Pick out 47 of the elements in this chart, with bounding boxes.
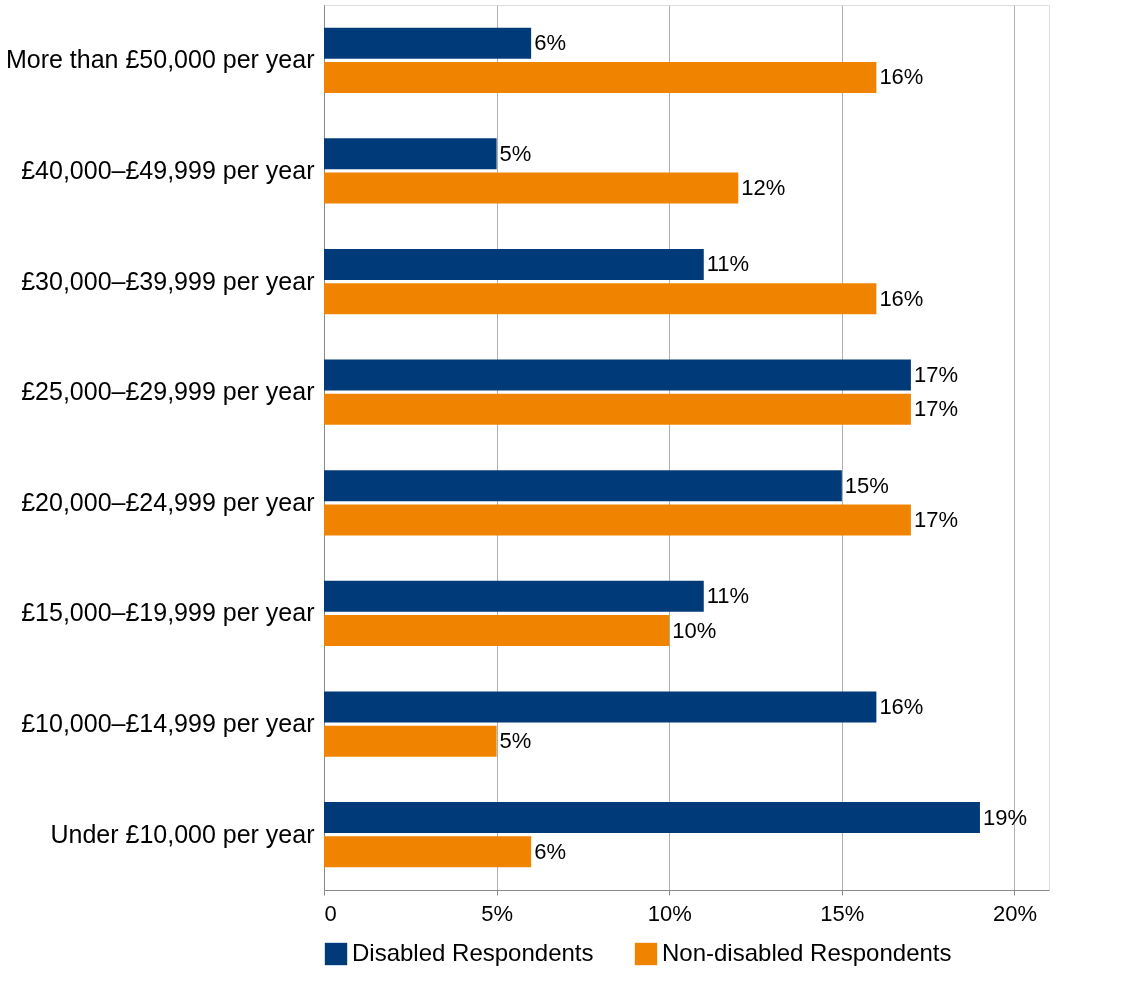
data-label: 11% [706,583,750,609]
y-tick-label: Under £10,000 per year [50,819,315,848]
data-label: 15% [844,472,889,498]
data-label: 5% [499,140,532,166]
y-tick-label: £25,000–£29,999 per year [21,377,315,406]
y-tick-label: £10,000–£14,999 per year [21,709,315,738]
bar [324,248,704,280]
data-label: 12% [741,175,786,201]
bar [324,138,497,170]
bar [324,802,980,834]
bar [324,725,497,757]
bar [324,359,911,391]
data-label: 19% [982,804,1027,830]
bar [324,172,739,204]
bar [324,836,532,868]
bar [324,393,911,425]
x-tick-label: 20% [992,900,1037,926]
legend-label: Disabled Respondents [352,939,594,966]
x-tick-label: 0 [324,900,337,926]
y-tick-label: £15,000–£19,999 per year [21,598,315,627]
x-tick-label: 10% [647,900,692,926]
bar [324,691,877,723]
y-tick-label: £30,000–£39,999 per year [21,266,315,295]
y-tick-label: £20,000–£24,999 per year [21,487,315,516]
legend-label: Non-disabled Respondents [662,939,952,966]
data-label: 6% [534,30,566,56]
data-label: 5% [499,728,532,754]
bar [324,283,877,315]
data-label: 16% [879,285,924,311]
x-tick-label: 5% [481,900,514,926]
bar [324,580,704,612]
data-label: 16% [879,693,924,719]
data-label: 16% [879,64,924,90]
data-label: 17% [913,396,958,422]
bar [324,61,877,93]
bar [324,27,532,59]
x-tick-label: 15% [820,900,865,926]
data-label: 10% [672,617,717,643]
bar [324,504,911,536]
bar [324,615,670,647]
data-label: 6% [534,838,566,864]
data-label: 17% [913,362,958,388]
data-label: 11% [706,251,750,277]
bar [324,470,842,502]
y-tick-label: More than £50,000 per year [5,45,315,74]
y-tick-label: £40,000–£49,999 per year [21,155,315,184]
data-label: 17% [913,506,958,532]
